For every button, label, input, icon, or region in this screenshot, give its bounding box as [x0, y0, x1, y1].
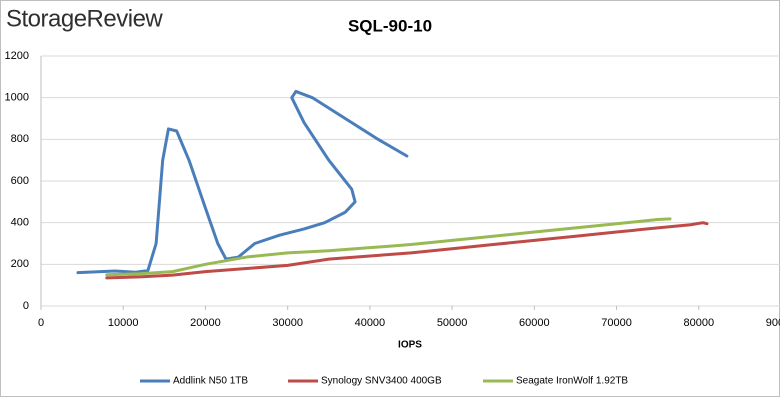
- legend-label: Synology SNV3400 400GB: [321, 376, 442, 387]
- x-tick-label: 30000: [272, 317, 303, 329]
- line-series: [105, 217, 672, 277]
- x-tick-label: 80000: [683, 317, 714, 329]
- y-tick-label: 1200: [5, 50, 29, 62]
- y-tick-label: 1000: [5, 92, 29, 104]
- x-tick-label: 0: [38, 317, 44, 329]
- legend-label: Seagate IronWolf 1.92TB: [516, 376, 628, 387]
- line-series: [105, 221, 709, 280]
- legend-label: Addlink N50 1TB: [173, 376, 248, 387]
- y-tick-label: 400: [11, 217, 29, 229]
- logo: StorageReview: [6, 5, 163, 32]
- x-tick-label: 10000: [108, 317, 139, 329]
- y-tick-label: 0: [23, 300, 29, 312]
- x-tick-label: 20000: [190, 317, 221, 329]
- x-tick-label: 90000: [766, 317, 780, 329]
- x-tick-label: 50000: [437, 317, 468, 329]
- y-tick-label: 800: [11, 133, 29, 145]
- y-tick-label: 600: [11, 175, 29, 187]
- x-tick-label: 70000: [601, 317, 632, 329]
- chart-title: SQL-90-10: [348, 16, 432, 35]
- y-tick-label: 200: [11, 258, 29, 270]
- x-axis-label: IOPS: [398, 340, 422, 351]
- x-tick-label: 60000: [519, 317, 550, 329]
- line-series: [76, 89, 409, 275]
- x-tick-label: 40000: [355, 317, 386, 329]
